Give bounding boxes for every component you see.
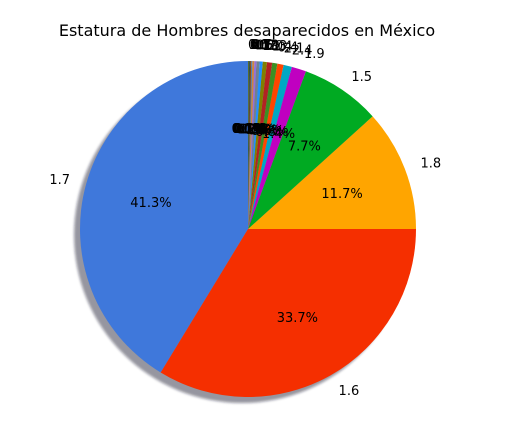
slice-percent-0-3: 0.4% [242,123,275,138]
slice-label-1-8: 1.8 [420,157,441,172]
pie-slice-0-9 [248,61,260,230]
slice-percent-1-5: 7.7% [288,139,321,154]
slice-label-0-7: 0.7 [251,38,272,53]
slice-label-0-6: 0.6 [252,38,273,53]
slice-percent-0-5: 0.1% [232,122,265,137]
slice-label-2-1: 2.1 [284,42,305,57]
slice-label-1-1: 1.1 [249,38,270,53]
slice-label-1-7: 1.7 [49,173,70,188]
slice-label-0-3: 0.3 [267,39,288,54]
slice-label-1-6: 1.6 [339,384,360,399]
pie-slice-2-4 [248,64,292,229]
slice-percent-1-6: 33.7% [277,311,318,326]
slice-label-0-2: 0.2 [256,38,277,53]
chart-title: Estatura de Hombres desaparecidos en Méx… [59,21,435,40]
slice-label-1-0: 1.0 [262,39,283,54]
slice-label-0-8: 0.8 [254,38,275,53]
slice-label-1-9: 1.9 [304,47,325,62]
pie-slice-1-4 [248,62,273,229]
slice-percent-2-1: 0.6% [251,124,284,139]
slice-percent-1-4: 0.5% [244,123,277,138]
pie-slice-1-1 [248,61,250,229]
slice-label-1-4: 1.4 [272,40,293,55]
pie-slice-0-7 [248,61,252,230]
slice-label-1-5: 1.5 [351,70,372,85]
pie-slice-1-5 [248,71,373,229]
slice-percent-2-4: 0.8% [255,125,288,140]
pie-slice-1-7 [80,61,249,373]
slice-percent-1-9: 1.4% [262,127,295,142]
pie-slice-0-3 [248,61,267,230]
pie-slice-1-8 [248,116,416,229]
pie-slice-0-8 [248,61,255,229]
slice-percent-0-2: 0.2% [236,122,269,137]
slice-percent-1-7: 41.3% [130,196,171,211]
pie-slice-0-5 [248,61,251,230]
slice-label-0-0: 0.0 [248,38,269,53]
slice-percent-0-8: 0.2% [235,122,268,137]
pie-slice-1-9 [248,66,306,229]
slice-percent-0-6: 0.1% [234,122,267,137]
slice-percent-0-9: 0.3% [237,122,270,137]
slice-label-0-5: 0.5 [250,38,271,53]
pie-percent-labels: 41.3% 33.7% 11.7% 7.7%1.4%0.8%0.6%0.5%0.5%0… [130,122,362,326]
slice-percent-1-8: 11.7% [321,187,362,202]
slice-label-0-9: 0.9 [259,39,280,54]
slice-percent-1-1: 0.1% [232,122,265,137]
pie-labels: 1.71.61.81.51.92.42.10.41.40.31.00.90.20… [49,38,441,399]
slice-percent-0-0: 0.0% [231,122,264,137]
pie-slices [80,61,416,397]
pie-slice-2-1 [248,63,284,229]
slice-percent-0-4: 0.5% [248,123,281,138]
slice-label-0-4: 0.4 [277,41,298,56]
pie-slice-0-4 [248,62,278,229]
pie-slice-1-0 [248,61,263,230]
slice-percent-1-0: 0.3% [239,123,272,138]
pie-slice-1-6 [160,229,416,397]
pie-slice-0-6 [248,61,253,229]
slice-label-2-4: 2.4 [292,43,313,58]
pie-slice-0-2 [248,61,257,229]
slice-percent-0-7: 0.1% [233,122,266,137]
